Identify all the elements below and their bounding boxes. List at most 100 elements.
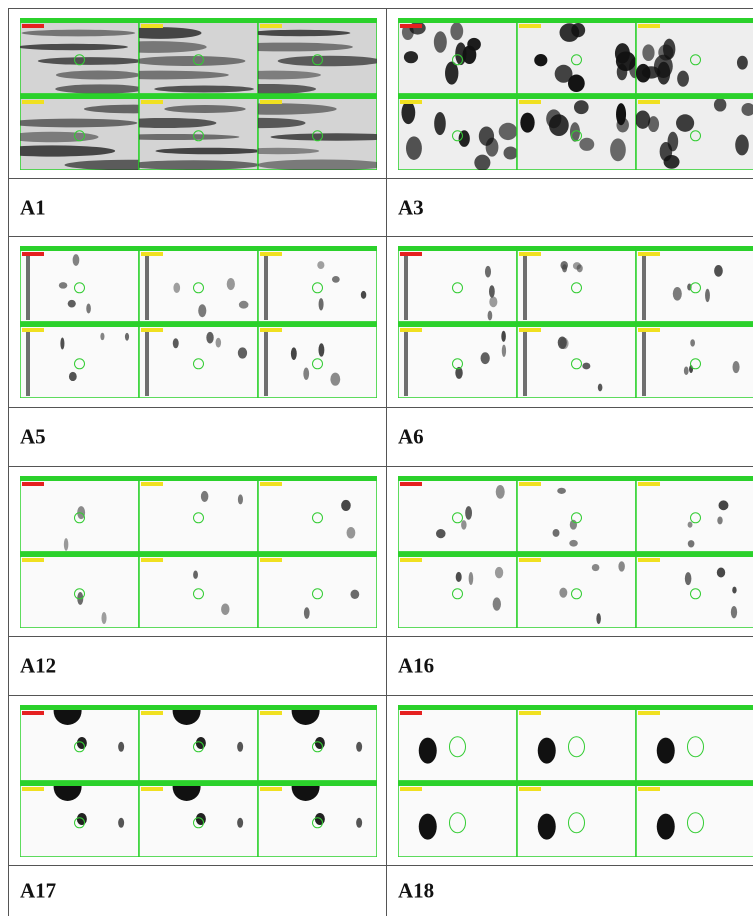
spot (635, 110, 650, 128)
spot (673, 287, 682, 301)
spot (496, 485, 505, 499)
spot (610, 138, 626, 161)
spot (596, 613, 601, 624)
frame-bar (517, 246, 636, 251)
frame-tag (519, 252, 541, 256)
gel-frame (517, 246, 636, 322)
frame-bg (517, 246, 636, 322)
spot (569, 540, 578, 547)
gel-image (398, 705, 753, 857)
gel-frame (398, 705, 517, 781)
frame-tag (22, 711, 44, 715)
spot (598, 384, 603, 392)
spot (315, 737, 325, 749)
frame-tag (519, 711, 541, 715)
spot (77, 813, 87, 825)
frame-tag (22, 328, 44, 332)
gel-frame (139, 322, 258, 398)
frame-tag (638, 482, 660, 486)
spot (419, 738, 437, 764)
frame-bar (20, 705, 139, 710)
frame-bar (139, 781, 258, 786)
streak (404, 332, 408, 396)
spot (347, 527, 356, 539)
spot (118, 818, 124, 828)
streak (145, 332, 149, 396)
gel-frame (258, 476, 377, 552)
frame-bg (20, 552, 139, 628)
frame-bg (517, 781, 636, 857)
frame-bar (20, 322, 139, 327)
frame-bar (398, 18, 517, 23)
panel-label: A1 (20, 195, 46, 220)
frame-bar (20, 781, 139, 786)
spot (677, 71, 689, 87)
spot (504, 146, 518, 159)
spot (237, 742, 243, 752)
frame-bar (139, 18, 258, 23)
spot (356, 818, 362, 828)
frame-tag (400, 24, 422, 28)
spot (737, 56, 748, 70)
spot (216, 338, 222, 348)
spot (538, 814, 556, 840)
gel-frame (636, 552, 753, 628)
frame-bar (139, 476, 258, 481)
image-cell (8, 466, 386, 636)
spot (434, 31, 447, 52)
frame-tag (22, 100, 44, 104)
frame-tag (638, 787, 660, 791)
frame-bg (20, 322, 139, 398)
spot (648, 116, 659, 132)
streak (264, 256, 268, 320)
spot (657, 814, 675, 840)
spot (690, 339, 695, 346)
gel-frame (636, 476, 753, 552)
gel-image (398, 476, 753, 628)
gel-image (398, 246, 753, 398)
label-cell: A3 (386, 178, 753, 236)
spot (657, 738, 675, 764)
gel-frame (139, 476, 258, 552)
spot (499, 123, 518, 140)
frame-tag (141, 482, 163, 486)
frame-bar (258, 94, 377, 99)
gel-frame (20, 476, 139, 552)
band (278, 56, 377, 67)
spot (714, 98, 726, 111)
frame-bar (636, 246, 753, 251)
frame-bar (20, 18, 139, 23)
frame-bar (636, 18, 753, 23)
frame-tag (260, 328, 282, 332)
spot (488, 311, 493, 321)
spot (173, 283, 180, 293)
gel-frame (398, 552, 517, 628)
spot (553, 529, 560, 537)
frame-bg (517, 476, 636, 552)
spot (196, 737, 206, 749)
streak (26, 332, 30, 396)
frame-bg (517, 705, 636, 781)
spot (291, 347, 297, 360)
frame-tag (141, 252, 163, 256)
frame-bar (20, 94, 139, 99)
frame-tag (141, 100, 163, 104)
frame-tag (519, 328, 541, 332)
spot (404, 51, 418, 63)
spot (685, 572, 692, 585)
frame-tag (260, 100, 282, 104)
frame-bg (258, 552, 377, 628)
streak (145, 256, 149, 320)
frame-tag (260, 711, 282, 715)
spot (733, 361, 740, 373)
spot (735, 135, 749, 156)
spot (406, 136, 422, 160)
spot (560, 261, 568, 270)
gel-frame (258, 322, 377, 398)
gel-frame (517, 94, 636, 170)
frame-tag (260, 24, 282, 28)
frame-tag (519, 100, 541, 104)
frame-bg (139, 322, 258, 398)
gel-frame (517, 781, 636, 857)
spot (501, 331, 506, 342)
